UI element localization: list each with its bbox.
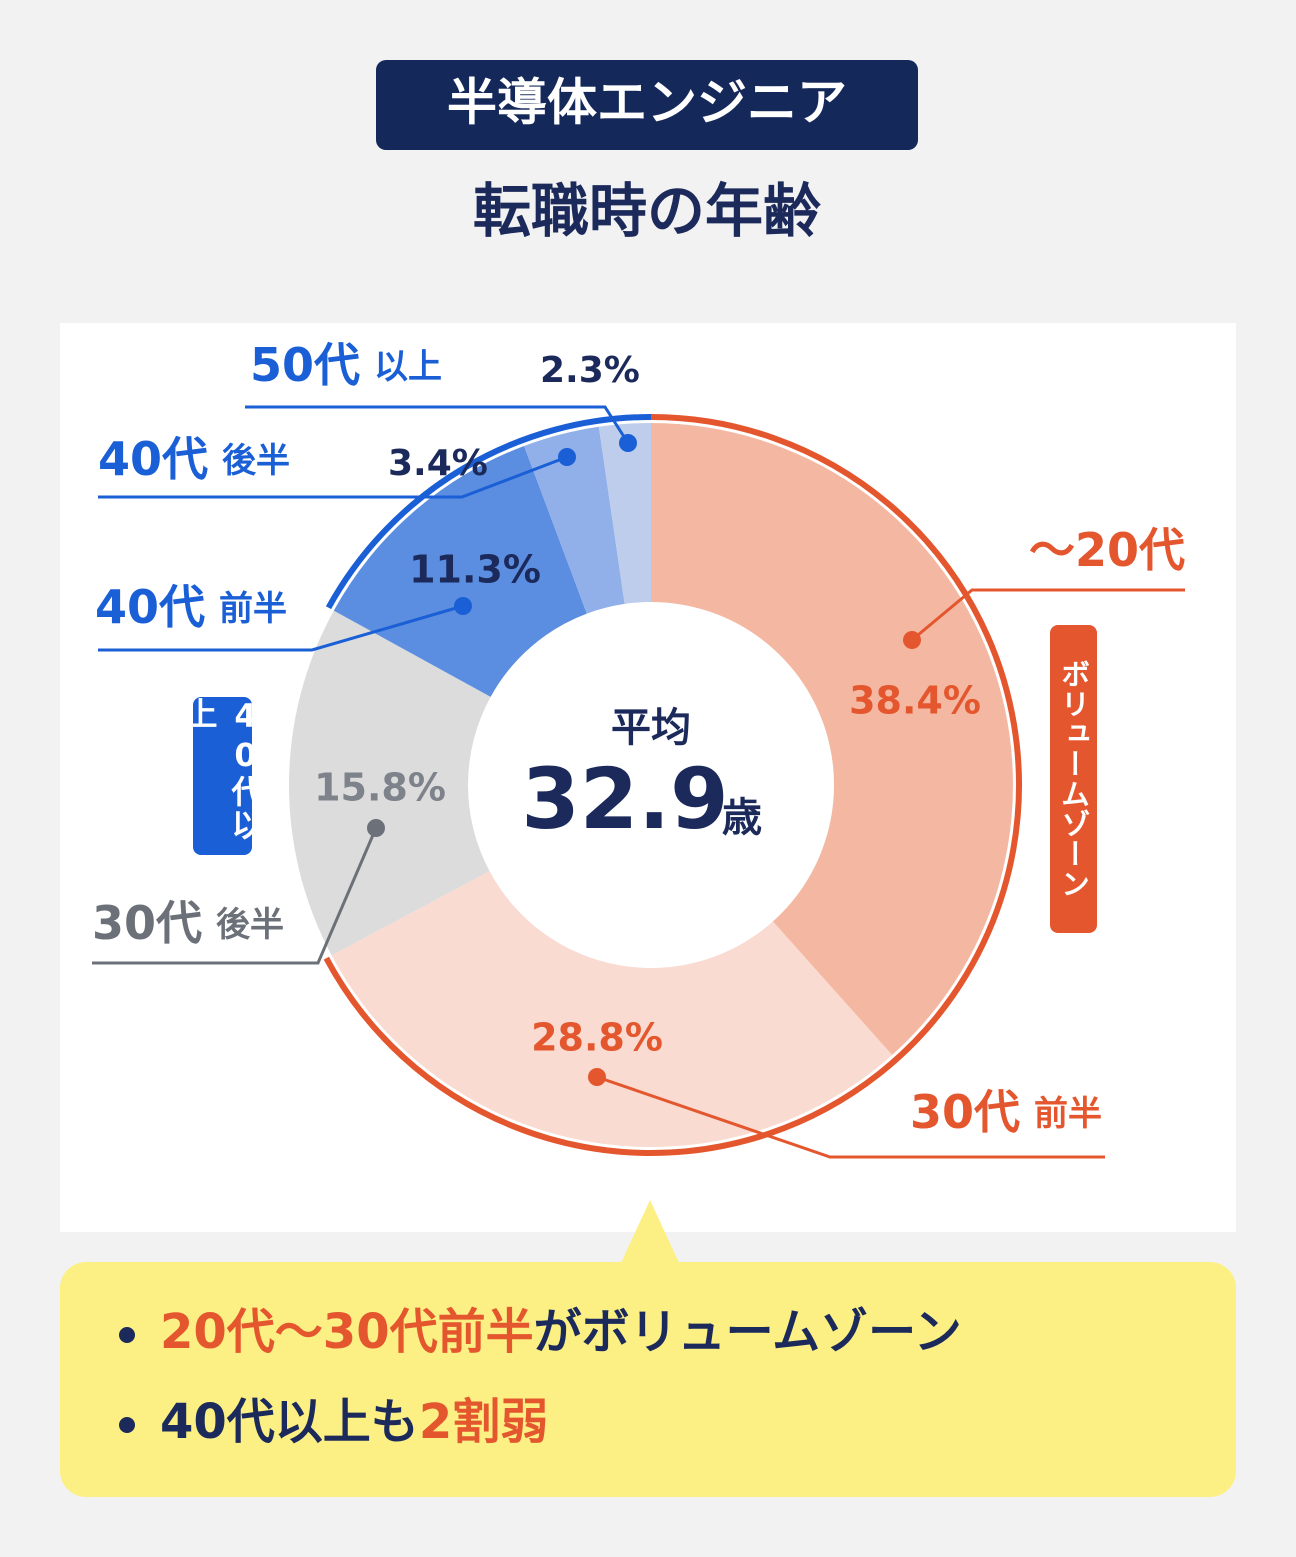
category-main: 〜20代	[1029, 523, 1185, 577]
value-label: 11.3%	[409, 548, 541, 592]
center-value: 32.9	[521, 750, 728, 848]
leader-dot	[588, 1068, 606, 1086]
value-label: 38.4%	[849, 679, 981, 723]
group-tag: ボリュームゾーン	[1050, 625, 1097, 933]
leader-line	[245, 405, 630, 444]
leader-line	[911, 588, 1185, 642]
category-label: 〜20代	[1029, 523, 1185, 577]
leader-line	[98, 604, 464, 652]
badge-box	[376, 60, 918, 150]
category-label: 30代 後半	[92, 896, 284, 950]
leader-dot	[558, 448, 576, 466]
category-sub: 後半	[222, 441, 290, 481]
group-arc	[323, 414, 1022, 1156]
note-segment: 20代〜30代前半	[160, 1304, 534, 1360]
chart-title: 転職時の年齢	[473, 177, 821, 245]
group-tag: 40代以上	[181, 697, 265, 855]
slice	[524, 426, 625, 614]
group-arc	[325, 414, 652, 610]
slice	[333, 445, 587, 697]
category-main: 30代	[910, 1085, 1020, 1139]
leader-line	[596, 1075, 1105, 1159]
category-sub: 以上	[374, 347, 442, 387]
callout-box	[60, 1262, 1236, 1497]
category-main: 30代	[92, 896, 202, 950]
category-main: 40代	[95, 580, 205, 634]
category-label: 30代 前半	[910, 1085, 1102, 1139]
category-label: 40代 後半	[98, 432, 290, 486]
category-main: 50代	[250, 338, 360, 392]
note-segment: がボリュームゾーン	[534, 1304, 962, 1360]
value-label: 2.3%	[540, 350, 640, 391]
category-sub: 後半	[216, 905, 284, 945]
value-label: 15.8%	[314, 766, 446, 810]
leader-line	[92, 827, 378, 965]
category-main: 40代	[98, 432, 208, 486]
category-sub: 前半	[219, 589, 287, 629]
slice	[598, 423, 651, 604]
value-label: 3.4%	[388, 443, 488, 484]
leader-dot	[454, 597, 472, 615]
leader-line	[98, 455, 568, 499]
bullet	[119, 1417, 135, 1433]
slice	[331, 871, 893, 1147]
slice	[651, 423, 1014, 1056]
center-label: 平均	[611, 705, 691, 751]
note: 20代〜30代前半がボリュームゾーン	[160, 1304, 962, 1360]
leader-dot	[903, 631, 921, 649]
category-label: 40代 前半	[95, 580, 287, 634]
category-sub: 前半	[1034, 1094, 1102, 1134]
category-label: 50代 以上	[250, 338, 442, 392]
leader-dot	[367, 819, 385, 837]
value-label: 28.8%	[531, 1016, 663, 1060]
slice	[289, 610, 491, 956]
note-segment: 2割弱	[419, 1394, 548, 1450]
leader-dot	[619, 434, 637, 452]
bullet	[119, 1327, 135, 1343]
center-unit: 歳	[722, 795, 762, 841]
note: 40代以上も2割弱	[160, 1394, 548, 1450]
note-segment: 40代以上も	[160, 1394, 419, 1450]
badge: 半導体エンジニア	[447, 74, 847, 132]
callout-pointer	[620, 1200, 680, 1265]
